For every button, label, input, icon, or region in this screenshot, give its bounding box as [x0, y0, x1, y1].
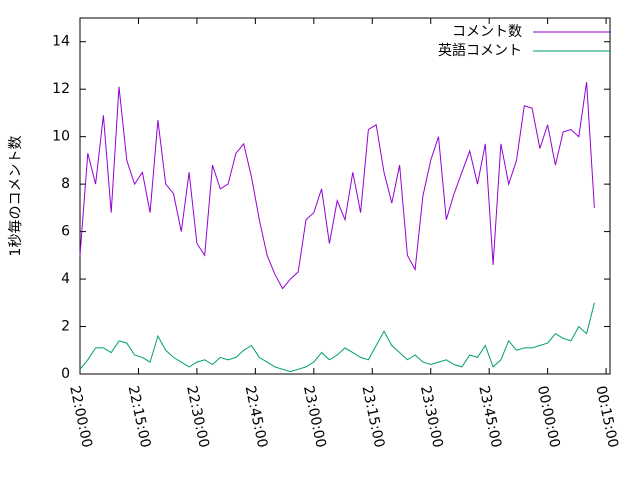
y-tick-label: 14 [52, 34, 70, 50]
y-tick-label: 10 [52, 129, 70, 145]
x-tick-label: 22:30:00 [183, 384, 212, 449]
y-tick-label: 2 [61, 319, 70, 335]
x-tick-label: 22:00:00 [66, 384, 95, 449]
y-tick-label: 4 [61, 271, 70, 287]
x-tick-label: 00:15:00 [592, 384, 621, 449]
x-tick-label: 23:45:00 [475, 384, 504, 449]
legend-label: 英語コメント [438, 42, 522, 59]
x-tick-label: 00:00:00 [534, 384, 563, 449]
legend-label: コメント数 [452, 24, 522, 40]
x-tick-label: 22:15:00 [125, 384, 154, 449]
y-tick-label: 0 [61, 366, 70, 382]
series-line [79, 82, 595, 290]
y-axis-label: 1秒毎のコメント数 [8, 136, 24, 257]
y-tick-label: 8 [61, 176, 70, 192]
x-tick-label: 23:30:00 [417, 384, 446, 449]
x-tick-label: 22:45:00 [242, 384, 271, 449]
series-line [79, 302, 595, 373]
x-tick-label: 23:15:00 [358, 384, 387, 449]
plot-frame [79, 17, 611, 375]
y-tick-label: 12 [52, 81, 70, 97]
y-tick-label: 6 [61, 224, 70, 240]
x-tick-label: 23:00:00 [300, 384, 329, 449]
